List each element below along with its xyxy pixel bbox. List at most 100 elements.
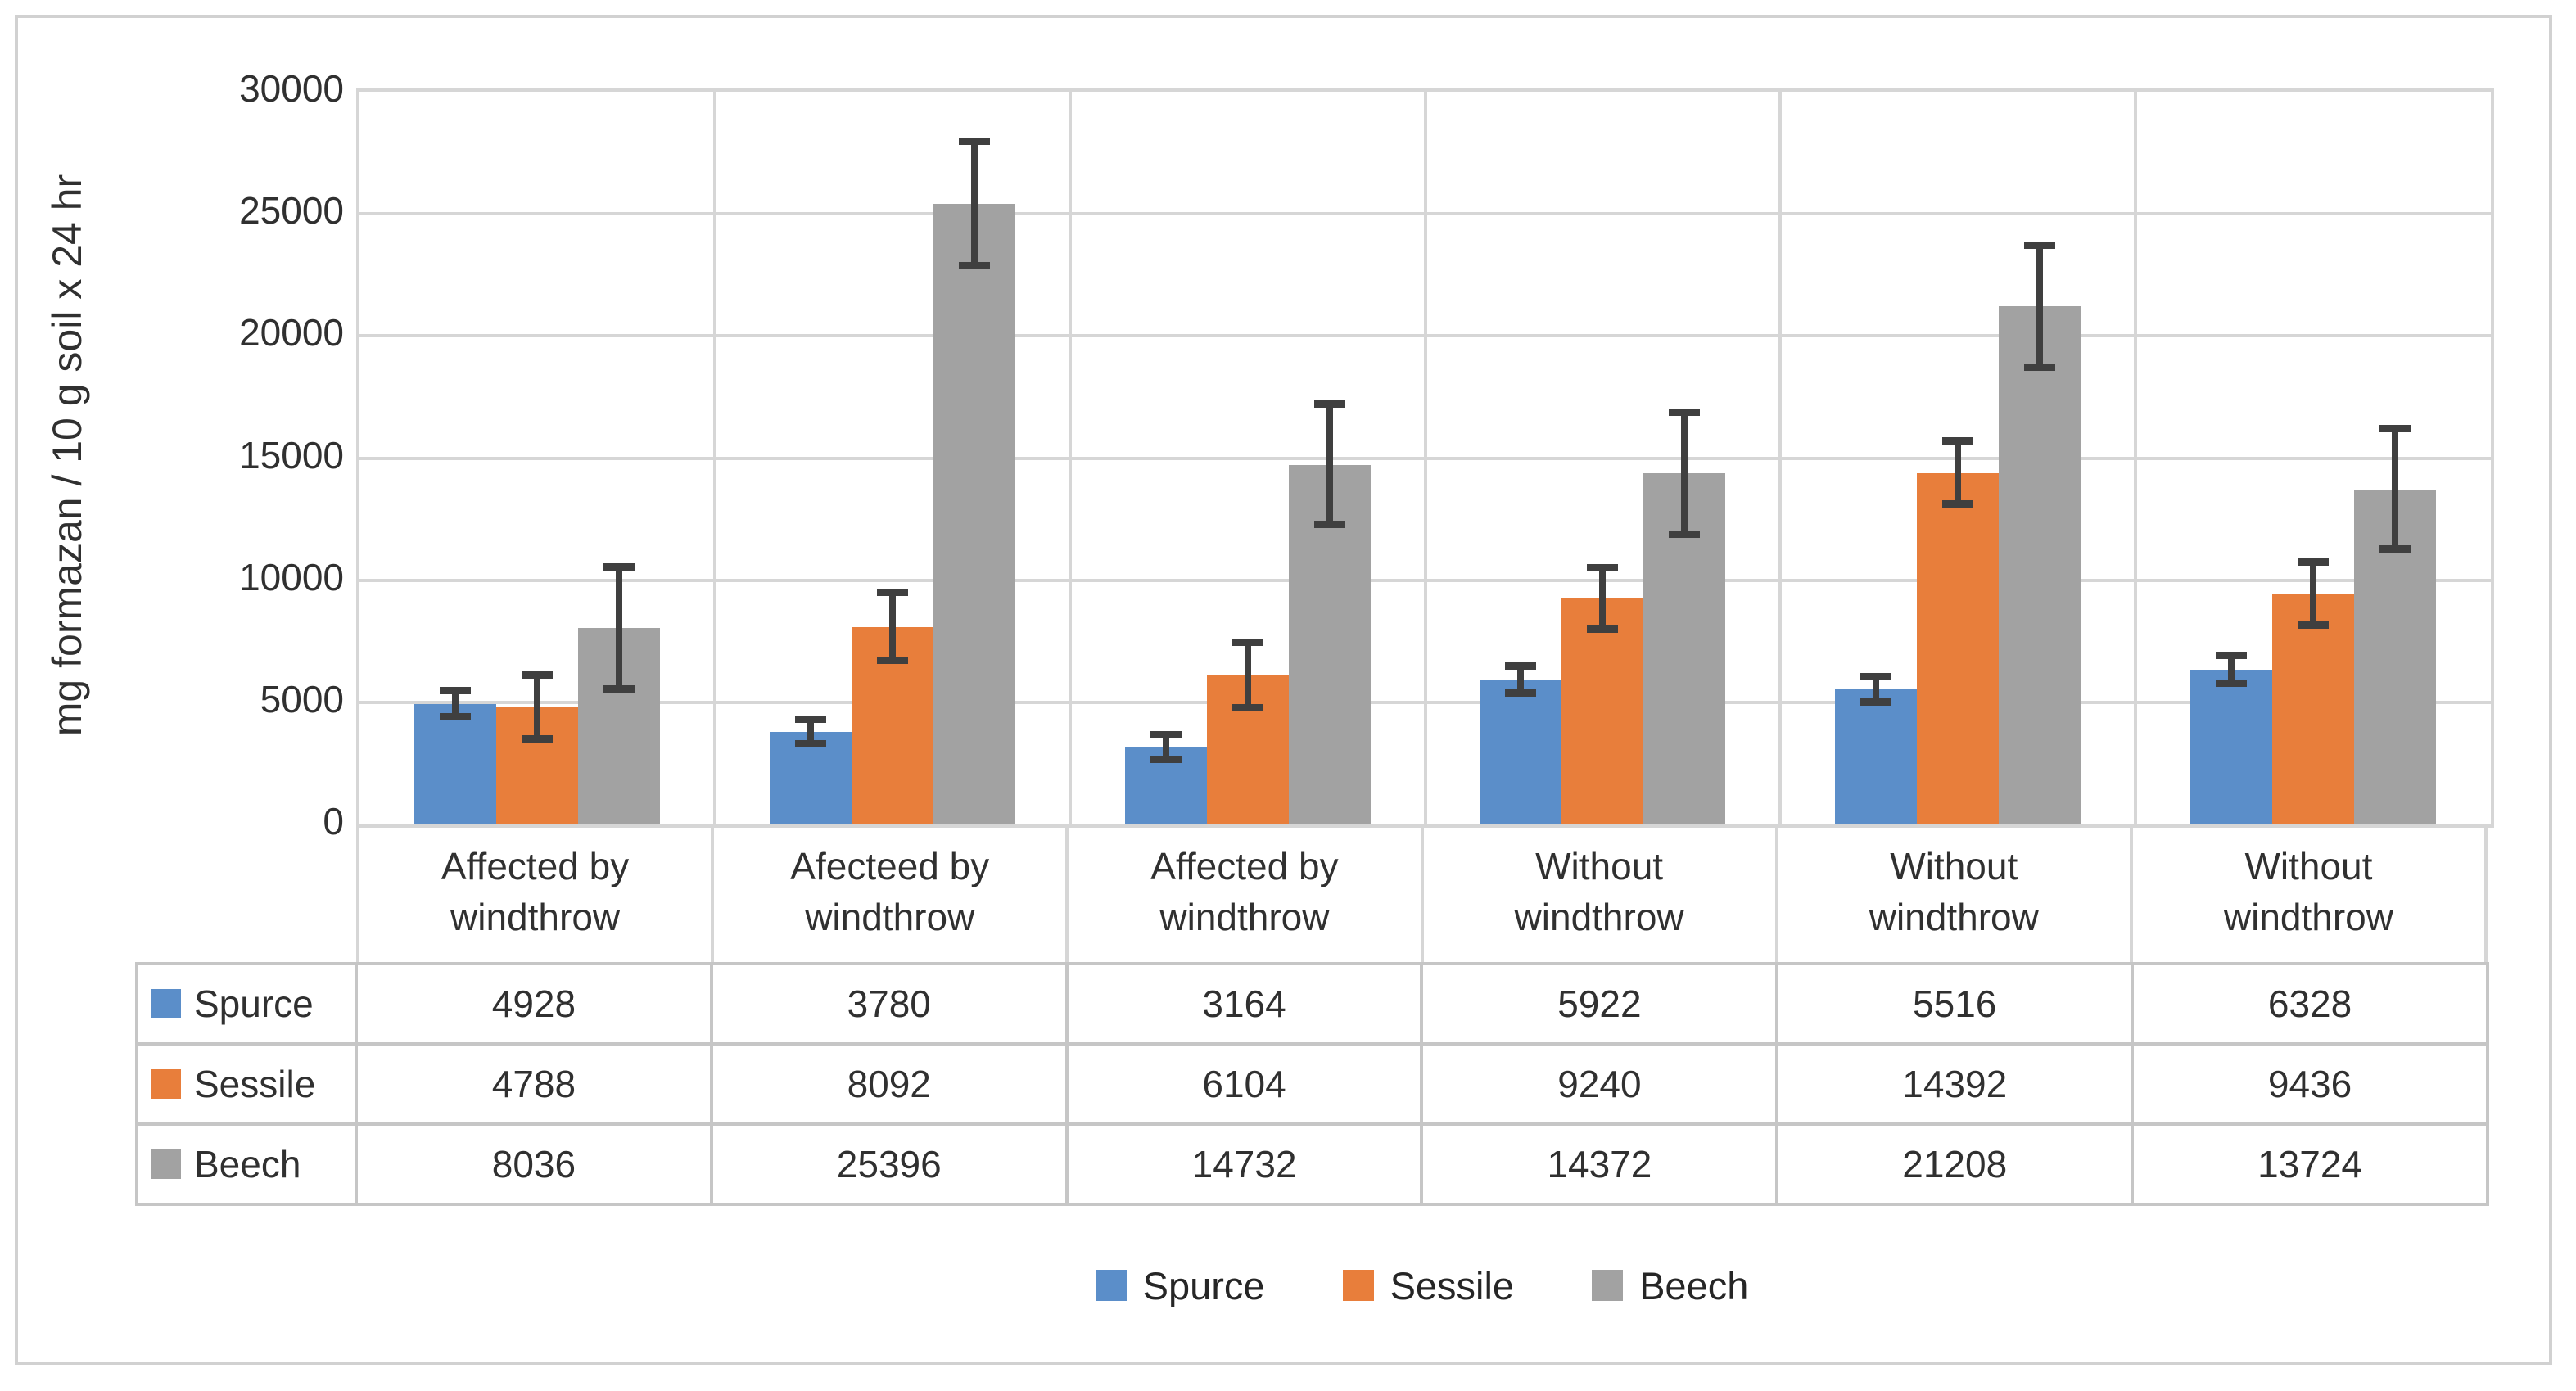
error-bar-line xyxy=(888,592,896,662)
legend-swatch-beech-icon xyxy=(1592,1270,1624,1301)
chart-legend: Spurce Sessile Beech xyxy=(356,1244,2488,1326)
bar-sessile xyxy=(1917,472,2000,824)
error-bar-line xyxy=(1955,440,1962,505)
table-value-cell: 21208 xyxy=(1778,1126,2131,1203)
error-bar-cap xyxy=(958,138,990,146)
category-label: Affected by windthrow xyxy=(1069,828,1424,962)
y-tick-label: 0 xyxy=(323,800,344,842)
legend-key-beech-icon xyxy=(151,1149,181,1179)
error-bar-cap xyxy=(2216,652,2248,660)
error-bar-cap xyxy=(1313,520,1345,528)
bar-spurce xyxy=(1480,680,1562,824)
error-bar-cap xyxy=(1505,689,1537,697)
error-bar-cap xyxy=(1942,500,1974,508)
error-bar-cap xyxy=(1232,704,1263,712)
category-label: Afecteed by windthrow xyxy=(714,828,1069,962)
error-bar-line xyxy=(1162,734,1169,760)
error-bar-cap xyxy=(521,734,553,743)
table-value-cell: 3164 xyxy=(1068,965,1421,1042)
legend-item-spurce: Spurce xyxy=(1095,1263,1265,1308)
series-name: Beech xyxy=(194,1143,301,1186)
error-bar-cap xyxy=(1150,730,1182,738)
series-name: Sessile xyxy=(194,1063,316,1105)
bar-spurce xyxy=(414,703,496,824)
error-bar-cap xyxy=(1587,625,1619,633)
error-bar-cap xyxy=(1669,530,1701,538)
y-tick-label: 15000 xyxy=(239,433,344,476)
error-bar-cap xyxy=(1942,436,1974,445)
bar-spurce xyxy=(2190,670,2273,824)
error-bar-cap xyxy=(1669,408,1701,416)
table-row-header-spurce: Spurce xyxy=(138,965,355,1042)
legend-label: Spurce xyxy=(1142,1263,1265,1307)
error-bar-line xyxy=(533,675,540,739)
error-bar-cap xyxy=(1860,672,1892,680)
legend-label: Sessile xyxy=(1390,1263,1515,1307)
error-bar-cap xyxy=(2216,680,2248,688)
error-bar-line xyxy=(1873,676,1880,702)
table-value-cell: 5516 xyxy=(1778,965,2131,1042)
error-bar-cap xyxy=(958,262,990,270)
category-label: Without windthrow xyxy=(2133,828,2488,962)
bar-sessile xyxy=(1561,598,1644,824)
legend-key-sessile-icon xyxy=(151,1069,181,1099)
category-separator xyxy=(1778,92,1783,824)
error-bar-line xyxy=(2036,245,2044,368)
error-bar-cap xyxy=(794,740,826,748)
table-value-cell: 3780 xyxy=(712,965,1065,1042)
table-value-cell: 8092 xyxy=(712,1046,1065,1122)
bar-beech xyxy=(1999,306,2081,824)
error-bar-cap xyxy=(1587,564,1619,572)
error-bar-cap xyxy=(603,684,635,693)
error-bar-cap xyxy=(2298,621,2330,630)
error-bar-cap xyxy=(1313,400,1345,409)
error-bar-cap xyxy=(794,716,826,724)
table-value-cell: 4788 xyxy=(358,1046,710,1122)
legend-item-beech: Beech xyxy=(1592,1263,1748,1308)
error-bar-cap xyxy=(876,657,908,665)
table-value-cell: 4928 xyxy=(358,965,710,1042)
category-label: Without windthrow xyxy=(1424,828,1778,962)
error-bar-cap xyxy=(439,713,471,721)
table-value-cell: 25396 xyxy=(712,1126,1065,1203)
bar-spurce xyxy=(1835,689,1918,824)
table-row-header-beech: Beech xyxy=(138,1126,355,1203)
error-bar-cap xyxy=(2379,425,2411,433)
category-separator xyxy=(712,92,716,824)
table-value-cell: 13724 xyxy=(2134,1126,2486,1203)
error-bar-cap xyxy=(2024,363,2056,371)
y-tick-label: 5000 xyxy=(260,677,344,720)
bar-beech xyxy=(933,204,1015,824)
table-value-cell: 6328 xyxy=(2134,965,2486,1042)
bar-sessile xyxy=(2272,594,2355,824)
error-bar-cap xyxy=(1505,662,1537,670)
error-bar-line xyxy=(1517,666,1525,693)
legend-swatch-spurce-icon xyxy=(1095,1270,1127,1301)
error-bar-cap xyxy=(1150,755,1182,763)
y-tick-label: 25000 xyxy=(239,189,344,233)
y-axis-title: mg formazan / 10 g soil x 24 hr xyxy=(44,174,90,737)
table-value-cell: 14732 xyxy=(1068,1126,1421,1203)
table-value-cell: 5922 xyxy=(1423,965,1776,1042)
legend-label: Beech xyxy=(1639,1263,1749,1307)
x-axis-category-labels: Affected by windthrow Afecteed by windthr… xyxy=(356,828,2488,962)
error-bar-cap xyxy=(1860,698,1892,706)
error-bar-line xyxy=(451,690,459,718)
y-tick-label: 30000 xyxy=(239,67,344,110)
error-bar-cap xyxy=(521,671,553,680)
error-bar-line xyxy=(615,567,622,689)
error-bar-line xyxy=(2310,562,2317,626)
table-value-cell: 14372 xyxy=(1423,1126,1776,1203)
error-bar-line xyxy=(2228,656,2235,684)
data-table: Spurce 4928 3780 3164 5922 5516 6328 Sessile 478… xyxy=(135,962,2489,1206)
table-value-cell: 6104 xyxy=(1068,1046,1421,1122)
table-value-cell: 14392 xyxy=(1778,1046,2131,1122)
error-bar-cap xyxy=(603,562,635,571)
error-bar-line xyxy=(1681,412,1688,535)
table-row-header-sessile: Sessile xyxy=(138,1046,355,1122)
legend-item-sessile: Sessile xyxy=(1342,1263,1515,1308)
error-bar-cap xyxy=(439,686,471,694)
category-separator xyxy=(1068,92,1072,824)
y-tick-label: 20000 xyxy=(239,311,344,355)
error-bar-cap xyxy=(1232,638,1263,646)
